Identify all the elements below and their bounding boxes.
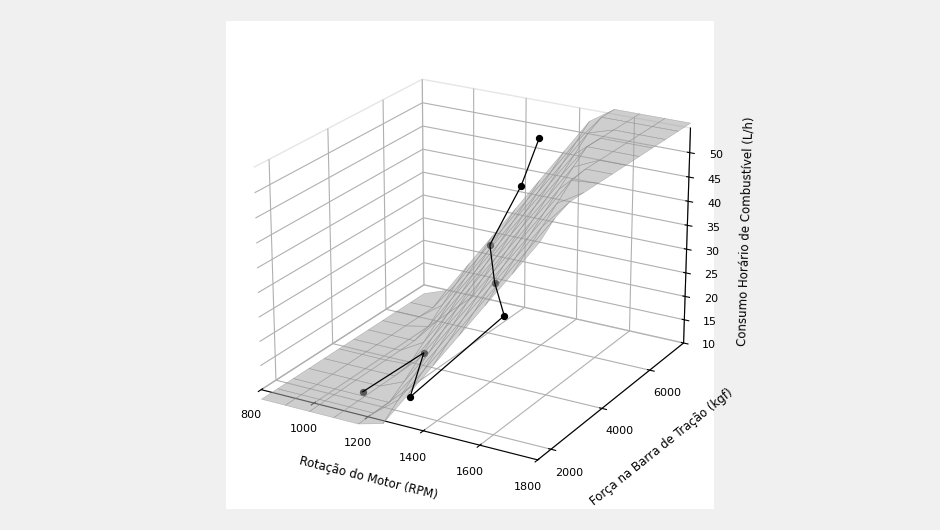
X-axis label: Rotação do Motor (RPM): Rotação do Motor (RPM) — [298, 455, 439, 502]
Y-axis label: Força na Barra de Tração (kgf): Força na Barra de Tração (kgf) — [588, 386, 735, 508]
